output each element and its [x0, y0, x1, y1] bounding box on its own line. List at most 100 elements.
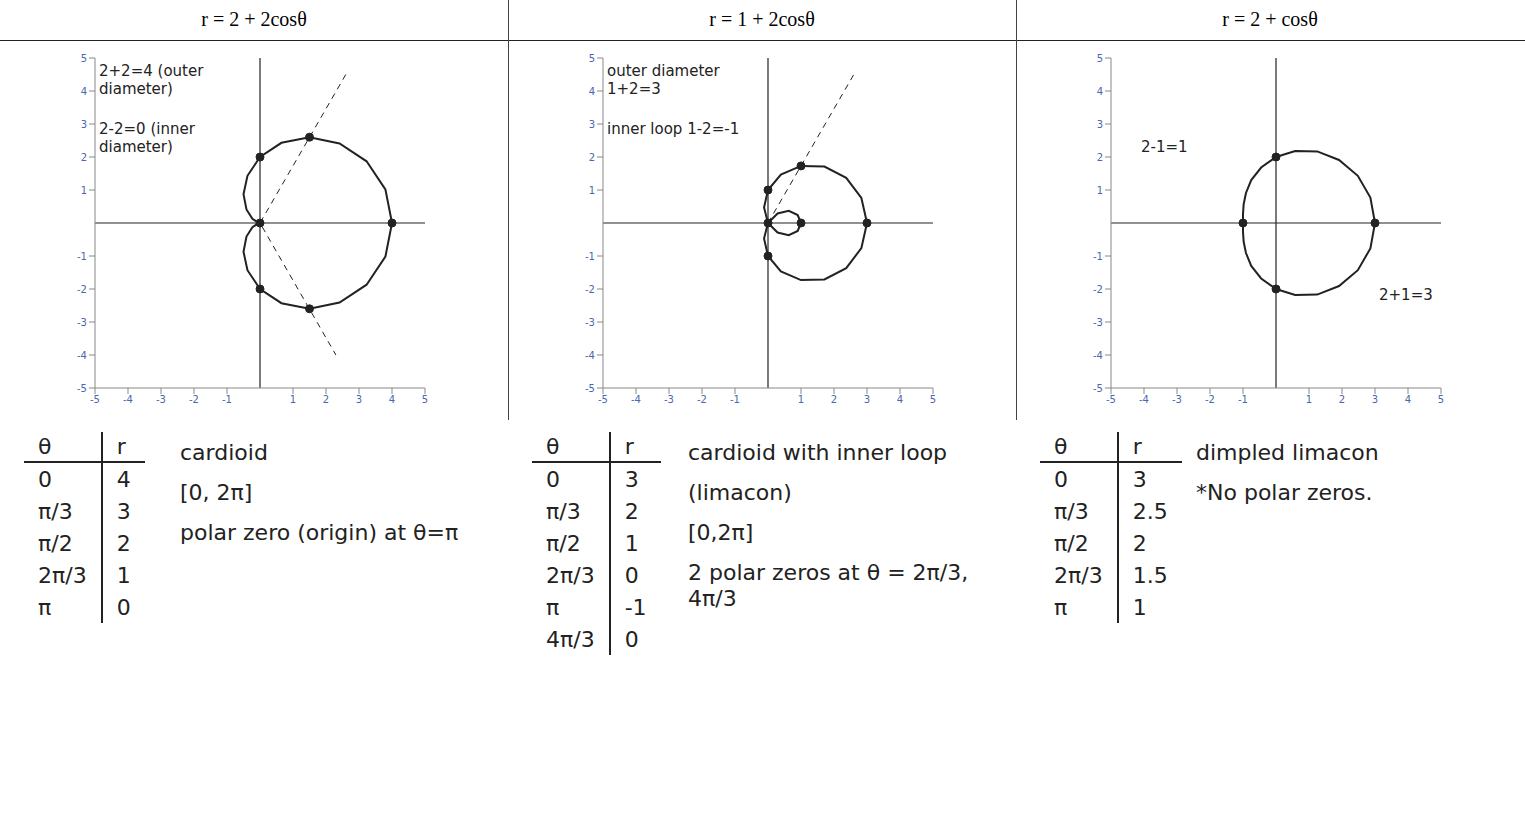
- html-text:2: 2: [624, 498, 639, 524]
- svg-text:-4: -4: [1139, 394, 1149, 405]
- svg-text:5: 5: [1438, 394, 1444, 405]
- html-text:2π/3: 2π/3: [1054, 562, 1103, 588]
- svg-text:-2: -2: [189, 394, 199, 405]
- html-text:r = 2 + cosθ: r = 2 + cosθ: [1222, 8, 1318, 30]
- svg-text:4: 4: [81, 86, 87, 97]
- svg-text:-3: -3: [1172, 394, 1182, 405]
- html-text:π/2: π/2: [38, 530, 73, 556]
- svg-text:-4: -4: [631, 394, 641, 405]
- html-text:0: 0: [624, 562, 639, 588]
- html-text:π/3: π/3: [38, 498, 73, 524]
- html-text:π/3: π/3: [1054, 498, 1089, 524]
- html-text:2 polar zeros at θ = 2π/3, 4π/: 2 polar zeros at θ = 2π/3, 4π/3: [688, 560, 969, 611]
- html-text:cardioid with inner loop: cardioid with inner loop: [688, 440, 948, 465]
- html-text:inner loop 1-2=-1: inner loop 1-2=-1: [607, 120, 740, 138]
- svg-text:-4: -4: [77, 350, 87, 361]
- svg-text:3: 3: [1372, 394, 1378, 405]
- svg-text:-2: -2: [1093, 284, 1103, 295]
- html-text:outer diameter 1+2=3: outer diameter 1+2=3: [607, 62, 720, 98]
- svg-text:3: 3: [864, 394, 870, 405]
- svg-text:-2: -2: [585, 284, 595, 295]
- svg-text:-1: -1: [77, 251, 87, 262]
- svg-text:-3: -3: [1093, 317, 1103, 328]
- svg-text:1: 1: [1097, 185, 1103, 196]
- svg-text:4: 4: [589, 86, 595, 97]
- svg-text:2: 2: [1097, 152, 1103, 163]
- html-text:2+1=3: 2+1=3: [1379, 286, 1433, 304]
- html-text:2π/3: 2π/3: [38, 562, 87, 588]
- html-text:3: 3: [624, 466, 639, 492]
- svg-text:-5: -5: [90, 394, 100, 405]
- svg-text:5: 5: [930, 394, 936, 405]
- svg-text:3: 3: [1097, 119, 1103, 130]
- svg-text:-1: -1: [222, 394, 232, 405]
- svg-text:-2: -2: [1205, 394, 1215, 405]
- svg-text:-1: -1: [730, 394, 740, 405]
- svg-text:-5: -5: [585, 383, 595, 394]
- svg-text:3: 3: [589, 119, 595, 130]
- svg-text:-2: -2: [697, 394, 707, 405]
- svg-text:-3: -3: [585, 317, 595, 328]
- svg-text:-1: -1: [1093, 251, 1103, 262]
- svg-text:4: 4: [389, 394, 395, 405]
- svg-text:5: 5: [1097, 53, 1103, 64]
- svg-text:2: 2: [323, 394, 329, 405]
- html-text:2π/3: 2π/3: [546, 562, 595, 588]
- html-text:2-1=1: 2-1=1: [1141, 138, 1188, 156]
- html-text:(limacon): (limacon): [688, 480, 792, 505]
- svg-text:-4: -4: [585, 350, 595, 361]
- html-text:dimpled limacon: dimpled limacon: [1196, 440, 1379, 465]
- html-text:π/3: π/3: [546, 498, 581, 524]
- html-text:polar zero (origin) at θ=π: polar zero (origin) at θ=π: [180, 520, 459, 545]
- html-text:π/2: π/2: [546, 530, 581, 556]
- svg-text:-5: -5: [77, 383, 87, 394]
- svg-text:-3: -3: [664, 394, 674, 405]
- svg-text:-3: -3: [156, 394, 166, 405]
- html-text:2: 2: [116, 530, 131, 556]
- svg-text:-1: -1: [585, 251, 595, 262]
- svg-text:4: 4: [897, 394, 903, 405]
- html-text:4π/3: 4π/3: [546, 626, 595, 652]
- svg-text:2: 2: [831, 394, 837, 405]
- html-text:0: 0: [116, 594, 131, 620]
- html-text:1: 1: [116, 562, 131, 588]
- html-text:2+2=4 (outer diameter): 2+2=4 (outer diameter): [99, 62, 204, 98]
- svg-text:1: 1: [798, 394, 804, 405]
- svg-text:5: 5: [422, 394, 428, 405]
- html-text:r = 2 + 2cosθ: r = 2 + 2cosθ: [201, 8, 307, 30]
- svg-text:-5: -5: [598, 394, 608, 405]
- html-text:2.5: 2.5: [1132, 498, 1168, 524]
- html-text:-1: -1: [624, 594, 647, 620]
- svg-text:5: 5: [589, 53, 595, 64]
- svg-text:4: 4: [1097, 86, 1103, 97]
- html-text:4: 4: [116, 466, 131, 492]
- svg-text:1: 1: [589, 185, 595, 196]
- svg-text:4: 4: [1405, 394, 1411, 405]
- html-text:2-2=0 (inner diameter): 2-2=0 (inner diameter): [99, 120, 195, 156]
- html-text:1: 1: [624, 530, 639, 556]
- html-text:[0,2π]: [0,2π]: [688, 520, 754, 545]
- svg-text:-4: -4: [123, 394, 133, 405]
- svg-text:1: 1: [1306, 394, 1312, 405]
- html-text:3: 3: [116, 498, 131, 524]
- svg-text:3: 3: [356, 394, 362, 405]
- svg-text:-3: -3: [77, 317, 87, 328]
- svg-text:1: 1: [81, 185, 87, 196]
- svg-text:-5: -5: [1106, 394, 1116, 405]
- html-text:cardioid: cardioid: [180, 440, 268, 465]
- svg-text:1: 1: [290, 394, 296, 405]
- html-text:[0, 2π]: [0, 2π]: [180, 480, 253, 505]
- svg-text:5: 5: [81, 53, 87, 64]
- svg-text:2: 2: [81, 152, 87, 163]
- svg-text:-5: -5: [1093, 383, 1103, 394]
- svg-text:-2: -2: [77, 284, 87, 295]
- svg-text:3: 3: [81, 119, 87, 130]
- svg-text:2: 2: [1339, 394, 1345, 405]
- svg-text:2: 2: [589, 152, 595, 163]
- svg-text:-4: -4: [1093, 350, 1103, 361]
- html-text:*No polar zeros.: *No polar zeros.: [1196, 480, 1373, 505]
- html-text:1.5: 1.5: [1132, 562, 1168, 588]
- html-text:r = 1 + 2cosθ: r = 1 + 2cosθ: [709, 8, 815, 30]
- html-text:π/2: π/2: [1054, 530, 1089, 556]
- svg-text:-1: -1: [1238, 394, 1248, 405]
